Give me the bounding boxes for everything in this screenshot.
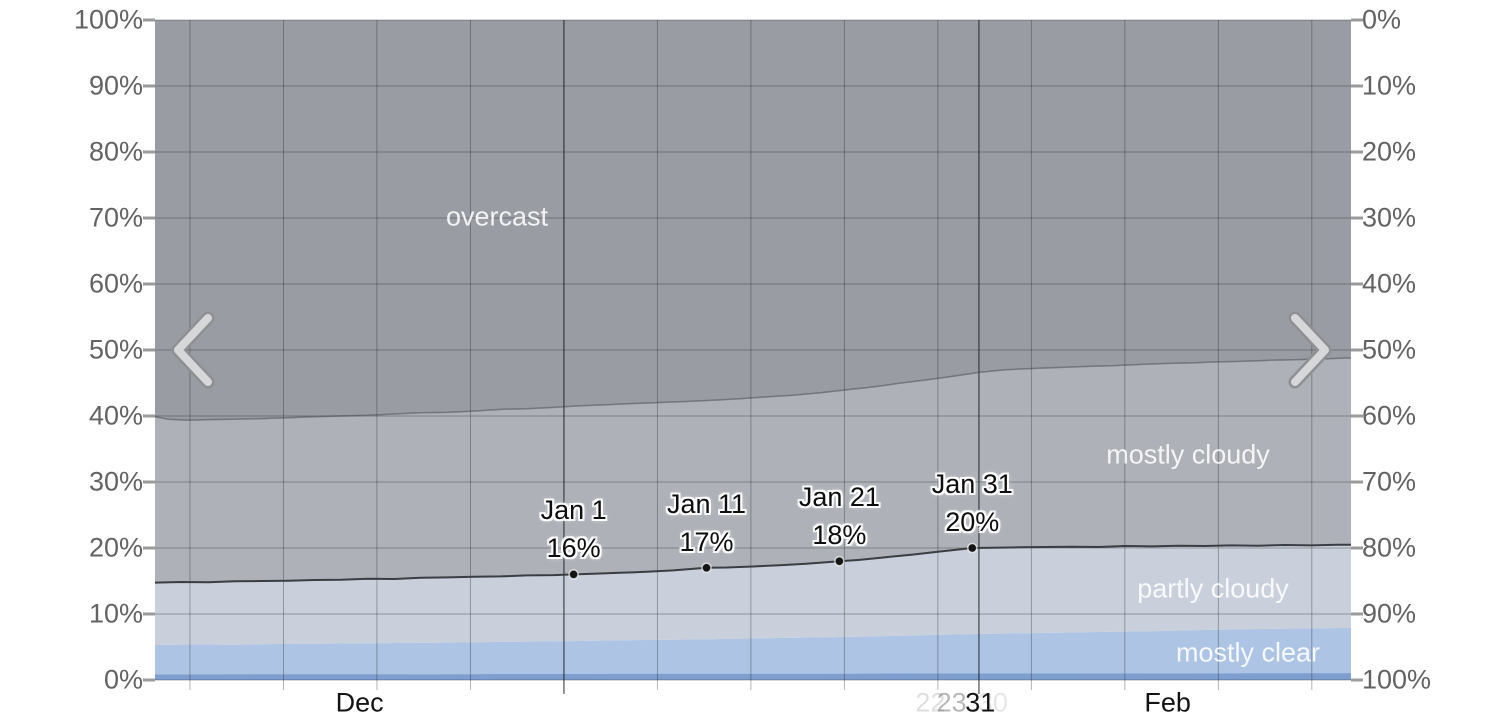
band-area-partly-cloudy xyxy=(155,544,1351,645)
prev-period-button[interactable] xyxy=(171,311,215,389)
data-point-dot xyxy=(568,569,579,580)
data-point-dot xyxy=(967,542,978,554)
band-area-overcast xyxy=(155,20,1351,421)
band-area-mostly-clear xyxy=(155,627,1351,675)
cloud-cover-split-line xyxy=(154,543,1351,584)
overcast-boundary-line xyxy=(154,357,1352,422)
chevron-left-icon xyxy=(174,314,212,386)
data-point-dot xyxy=(834,555,845,567)
next-period-button[interactable] xyxy=(1288,311,1332,389)
band-area-clear xyxy=(155,673,1351,680)
chevron-right-icon xyxy=(1291,314,1329,386)
band-area-mostly-cloudy xyxy=(155,357,1351,583)
data-point-dot xyxy=(701,562,712,574)
